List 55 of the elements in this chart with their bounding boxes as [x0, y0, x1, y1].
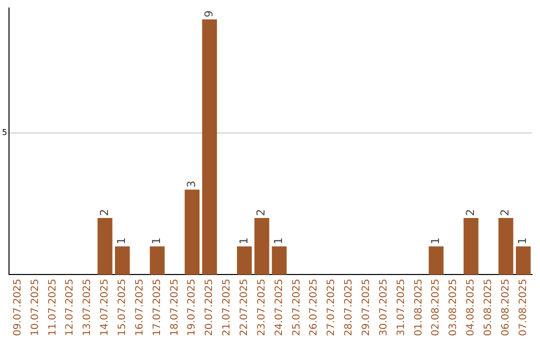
x-tick-label: 02.08.2025: [430, 278, 442, 336]
bar: [150, 246, 165, 275]
x-tick-label: 16.07.2025: [134, 278, 146, 336]
x-tick-label: 10.07.2025: [30, 278, 41, 336]
x-tick-label: 24.07.2025: [274, 278, 285, 336]
x-tick-label: 29.07.2025: [361, 278, 372, 336]
data-label: 2: [464, 208, 477, 216]
x-tick-label: 26.07.2025: [308, 278, 320, 336]
data-label: 1: [237, 237, 250, 244]
x-tick-label: 14.07.2025: [100, 278, 111, 336]
data-label: 1: [115, 237, 128, 244]
bar: [464, 218, 478, 275]
x-tick-label: 22.07.2025: [238, 278, 250, 336]
bar: [498, 218, 514, 275]
bar: [202, 19, 217, 275]
data-label: 1: [150, 237, 164, 244]
data-label: 2: [254, 208, 268, 216]
x-tick-label: 31.07.2025: [396, 278, 407, 336]
x-tick-label: 01.08.2025: [413, 278, 424, 336]
data-label: 1: [516, 237, 530, 244]
x-tick-label: 21.07.2025: [222, 278, 233, 336]
x-tick-label: 30.07.2025: [378, 278, 390, 336]
x-tick-label: 05.08.2025: [483, 278, 494, 336]
x-tick-label: 04.08.2025: [466, 278, 477, 336]
data-label: 2: [98, 208, 111, 216]
x-tick-label: 20.07.2025: [204, 278, 216, 336]
x-tick-label: 25.07.2025: [291, 278, 302, 336]
data-label: 1: [272, 237, 286, 244]
y-tick-label: 5: [2, 128, 8, 137]
x-tick-label: 13.07.2025: [82, 278, 94, 336]
bar: [184, 190, 200, 275]
x-tick-label: 17.07.2025: [152, 278, 163, 336]
x-tick-label: 19.07.2025: [186, 278, 198, 336]
x-tick-label: 07.08.2025: [518, 278, 529, 336]
bar: [98, 218, 112, 275]
data-label: 1: [428, 237, 442, 244]
bar: [254, 218, 270, 275]
x-tick-label: 28.07.2025: [344, 278, 355, 336]
x-tick-label: 12.07.2025: [64, 278, 76, 336]
x-tick-label: 18.07.2025: [169, 278, 180, 336]
x-tick-label: 11.07.2025: [47, 278, 58, 336]
x-tick-label: 06.08.2025: [500, 278, 512, 336]
x-tick-label: 23.07.2025: [256, 278, 268, 336]
bar: [236, 246, 252, 275]
x-tick-label: 03.08.2025: [448, 278, 460, 336]
data-label: 3: [184, 180, 198, 188]
data-label: 2: [498, 208, 512, 216]
x-tick-label: 15.07.2025: [116, 278, 128, 336]
data-label: 9: [202, 10, 216, 18]
bar: [114, 246, 130, 275]
bar: [272, 246, 287, 275]
bar: [428, 246, 444, 275]
bar: [516, 246, 531, 275]
x-tick-label: 27.07.2025: [326, 278, 338, 336]
x-tick-label: 09.07.2025: [12, 278, 24, 336]
